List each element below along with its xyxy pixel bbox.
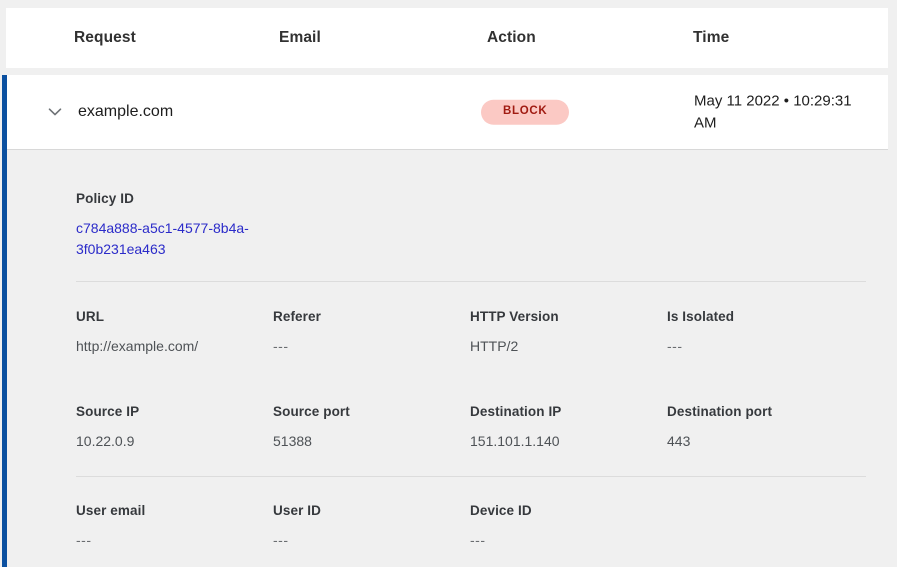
field-label-source-ip: Source IP: [76, 404, 140, 419]
field-label-destination-port: Destination port: [667, 404, 773, 419]
field-value-user-email: ---: [76, 532, 92, 548]
row-timestamp: May 11 2022 • 10:29:31 AM: [694, 92, 852, 131]
field-value-destination-port: 443: [667, 433, 691, 449]
field-value-referer: ---: [273, 338, 289, 354]
log-row-summary[interactable]: example.com BLOCK May 11 2022 • 10:29:31…: [7, 75, 888, 150]
field-is-isolated: Is Isolated ---: [667, 309, 864, 356]
column-header-email[interactable]: Email: [279, 29, 321, 46]
field-label-is-isolated: Is Isolated: [667, 309, 735, 324]
status-badge: BLOCK: [481, 99, 570, 125]
field-value-url: http://example.com/: [76, 338, 199, 354]
action-cell: BLOCK: [481, 99, 570, 125]
field-referer: Referer ---: [273, 309, 470, 356]
details-divider: [76, 281, 866, 282]
details-divider-2: [76, 476, 866, 477]
field-user-id: User ID ---: [273, 503, 470, 550]
column-header-time[interactable]: Time: [693, 29, 730, 46]
field-label-user-email: User email: [76, 503, 146, 518]
field-label-http-version: HTTP Version: [470, 309, 559, 324]
policy-id-field: Policy ID c784a888-a5c1-4577-8b4a-3f0b23…: [76, 191, 276, 260]
field-value-destination-ip: 151.101.1.140: [470, 433, 560, 449]
details-row-connection: URL http://example.com/ Referer --- HTTP…: [76, 309, 876, 356]
field-destination-ip: Destination IP 151.101.1.140: [470, 404, 667, 451]
field-value-source-ip: 10.22.0.9: [76, 433, 135, 449]
field-label-user-id: User ID: [273, 503, 321, 518]
field-label-destination-ip: Destination IP: [470, 404, 562, 419]
field-destination-port: Destination port 443: [667, 404, 864, 451]
policy-id-link[interactable]: c784a888-a5c1-4577-8b4a-3f0b231ea463: [76, 220, 249, 257]
field-value-user-id: ---: [273, 532, 289, 548]
top-gutter: [0, 0, 897, 8]
field-value-source-port: 51388: [273, 433, 312, 449]
field-label-url: URL: [76, 309, 105, 324]
policy-id-label: Policy ID: [76, 191, 134, 206]
field-http-version: HTTP Version HTTP/2: [470, 309, 667, 356]
request-host: example.com: [78, 103, 174, 120]
field-source-port: Source port 51388: [273, 404, 470, 451]
field-source-ip: Source IP 10.22.0.9: [76, 404, 273, 451]
column-header-request[interactable]: Request: [74, 29, 136, 46]
chevron-down-icon[interactable]: [41, 98, 69, 126]
table-header: Request Email Action Time: [6, 8, 888, 68]
field-label-source-port: Source port: [273, 404, 350, 419]
field-value-http-version: HTTP/2: [470, 338, 519, 354]
details-row-identity: User email --- User ID --- Device ID ---: [76, 503, 876, 550]
field-label-device-id: Device ID: [470, 503, 532, 518]
right-gutter: [888, 0, 897, 567]
column-header-action[interactable]: Action: [487, 29, 536, 46]
field-url: URL http://example.com/: [76, 309, 273, 356]
field-user-email: User email ---: [76, 503, 273, 550]
field-value-is-isolated: ---: [667, 338, 683, 354]
details-row-network: Source IP 10.22.0.9 Source port 51388 De…: [76, 404, 876, 451]
field-label-referer: Referer: [273, 309, 321, 324]
field-device-id: Device ID ---: [470, 503, 667, 550]
row-selection-accent-bar: [2, 75, 7, 567]
log-row-details-panel: Policy ID c784a888-a5c1-4577-8b4a-3f0b23…: [7, 151, 888, 567]
field-value-device-id: ---: [470, 532, 486, 548]
